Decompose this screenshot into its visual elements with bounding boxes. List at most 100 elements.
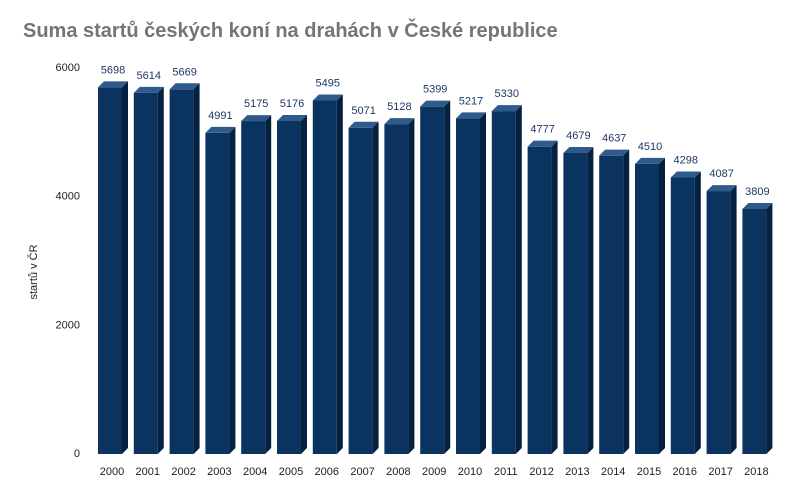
bar-top [635, 157, 665, 164]
bar-side [480, 112, 486, 455]
data-label: 4298 [674, 154, 698, 166]
bar-front [277, 121, 301, 454]
bar-side [444, 100, 451, 454]
bar-side [587, 146, 594, 455]
bar [670, 171, 701, 454]
bar [98, 81, 128, 455]
bar-side [301, 115, 307, 454]
bar-top [527, 140, 558, 147]
bar-top [491, 105, 522, 112]
bar-top [456, 112, 486, 119]
data-label: 4991 [208, 110, 232, 122]
x-tick-label: 2018 [744, 466, 768, 478]
bar [420, 100, 451, 454]
bar [277, 115, 307, 454]
bar [312, 94, 343, 454]
bar-top [169, 83, 200, 90]
x-tick-label: 2005 [279, 466, 303, 478]
y-axis-ticks: 0 2000 4000 6000 [56, 62, 80, 460]
x-tick-label: 2012 [529, 466, 553, 478]
y-tick-label: 6000 [56, 62, 80, 74]
bar-top [742, 202, 773, 209]
bar-side [372, 121, 379, 455]
x-tick-label: 2002 [171, 466, 195, 478]
x-tick-label: 2016 [673, 466, 697, 478]
data-label: 4679 [566, 130, 590, 142]
x-tick-label: 2008 [386, 466, 410, 478]
bar-side [336, 94, 343, 454]
x-tick-label: 2001 [136, 466, 160, 478]
bar [706, 185, 737, 454]
bar-top [420, 100, 451, 107]
bar-front [563, 152, 588, 455]
data-label: 5176 [280, 98, 304, 110]
x-tick-label: 2000 [100, 466, 124, 478]
x-axis-ticks: 2000 2001 2002 2003 2004 2005 2006 2007 2008 2009… [100, 466, 769, 478]
data-label: 3809 [745, 186, 769, 198]
x-tick-label: 2014 [601, 466, 625, 478]
bar [563, 146, 594, 455]
bar [742, 202, 773, 454]
x-tick-label: 2010 [458, 466, 482, 478]
bar [456, 112, 486, 455]
bar-top [384, 118, 415, 125]
bar-side [229, 126, 236, 455]
bar-front [169, 89, 194, 454]
bar-top [277, 115, 307, 122]
x-tick-label: 2007 [350, 466, 374, 478]
y-tick-label: 0 [74, 448, 80, 460]
bar-front [491, 111, 516, 454]
bar-top [312, 94, 343, 101]
bar-side [766, 202, 773, 454]
bar-front [742, 208, 767, 454]
x-tick-label: 2003 [207, 466, 231, 478]
bar-top [670, 171, 701, 178]
data-label: 5175 [244, 98, 268, 110]
bar-top [706, 185, 737, 192]
bar-front [527, 146, 552, 454]
bar-top [599, 149, 630, 156]
bar-side [551, 140, 558, 454]
x-tick-label: 2015 [637, 466, 661, 478]
bar-top [133, 86, 164, 93]
bar-side [659, 157, 665, 454]
bar-front [133, 92, 158, 454]
bar-front [312, 100, 337, 454]
y-tick-label: 2000 [56, 319, 80, 331]
bar [599, 149, 630, 454]
bar-top [205, 126, 236, 133]
bar-front [241, 121, 266, 454]
bar-front [348, 127, 373, 455]
bar-side [623, 149, 630, 454]
data-label: 5071 [351, 105, 375, 117]
bar-front [456, 118, 480, 455]
x-tick-label: 2004 [243, 466, 267, 478]
data-label: 5669 [172, 66, 196, 78]
x-tick-label: 2013 [565, 466, 589, 478]
bar-side [408, 118, 415, 454]
bar [527, 140, 558, 454]
bar [635, 157, 665, 454]
data-label: 4087 [709, 168, 733, 180]
x-tick-label: 2009 [422, 466, 446, 478]
data-label: 5217 [459, 95, 483, 107]
y-tick-label: 4000 [56, 191, 80, 203]
bar-top [241, 115, 272, 122]
bar-side [515, 105, 522, 454]
bars [98, 81, 773, 455]
bar-front [670, 177, 695, 454]
data-label: 4637 [602, 133, 626, 145]
chart-title: Suma startů českých koní na drahách v Če… [23, 20, 558, 42]
bar-top [563, 146, 594, 153]
bar [348, 121, 379, 455]
x-tick-label: 2006 [315, 466, 339, 478]
bar-side [265, 115, 272, 454]
data-label: 5495 [316, 77, 340, 89]
x-tick-label: 2017 [708, 466, 732, 478]
bar-top [98, 81, 128, 88]
data-label: 5399 [423, 84, 447, 96]
bar-front [384, 124, 409, 454]
data-label: 5128 [387, 101, 411, 113]
bar-side [730, 185, 737, 454]
